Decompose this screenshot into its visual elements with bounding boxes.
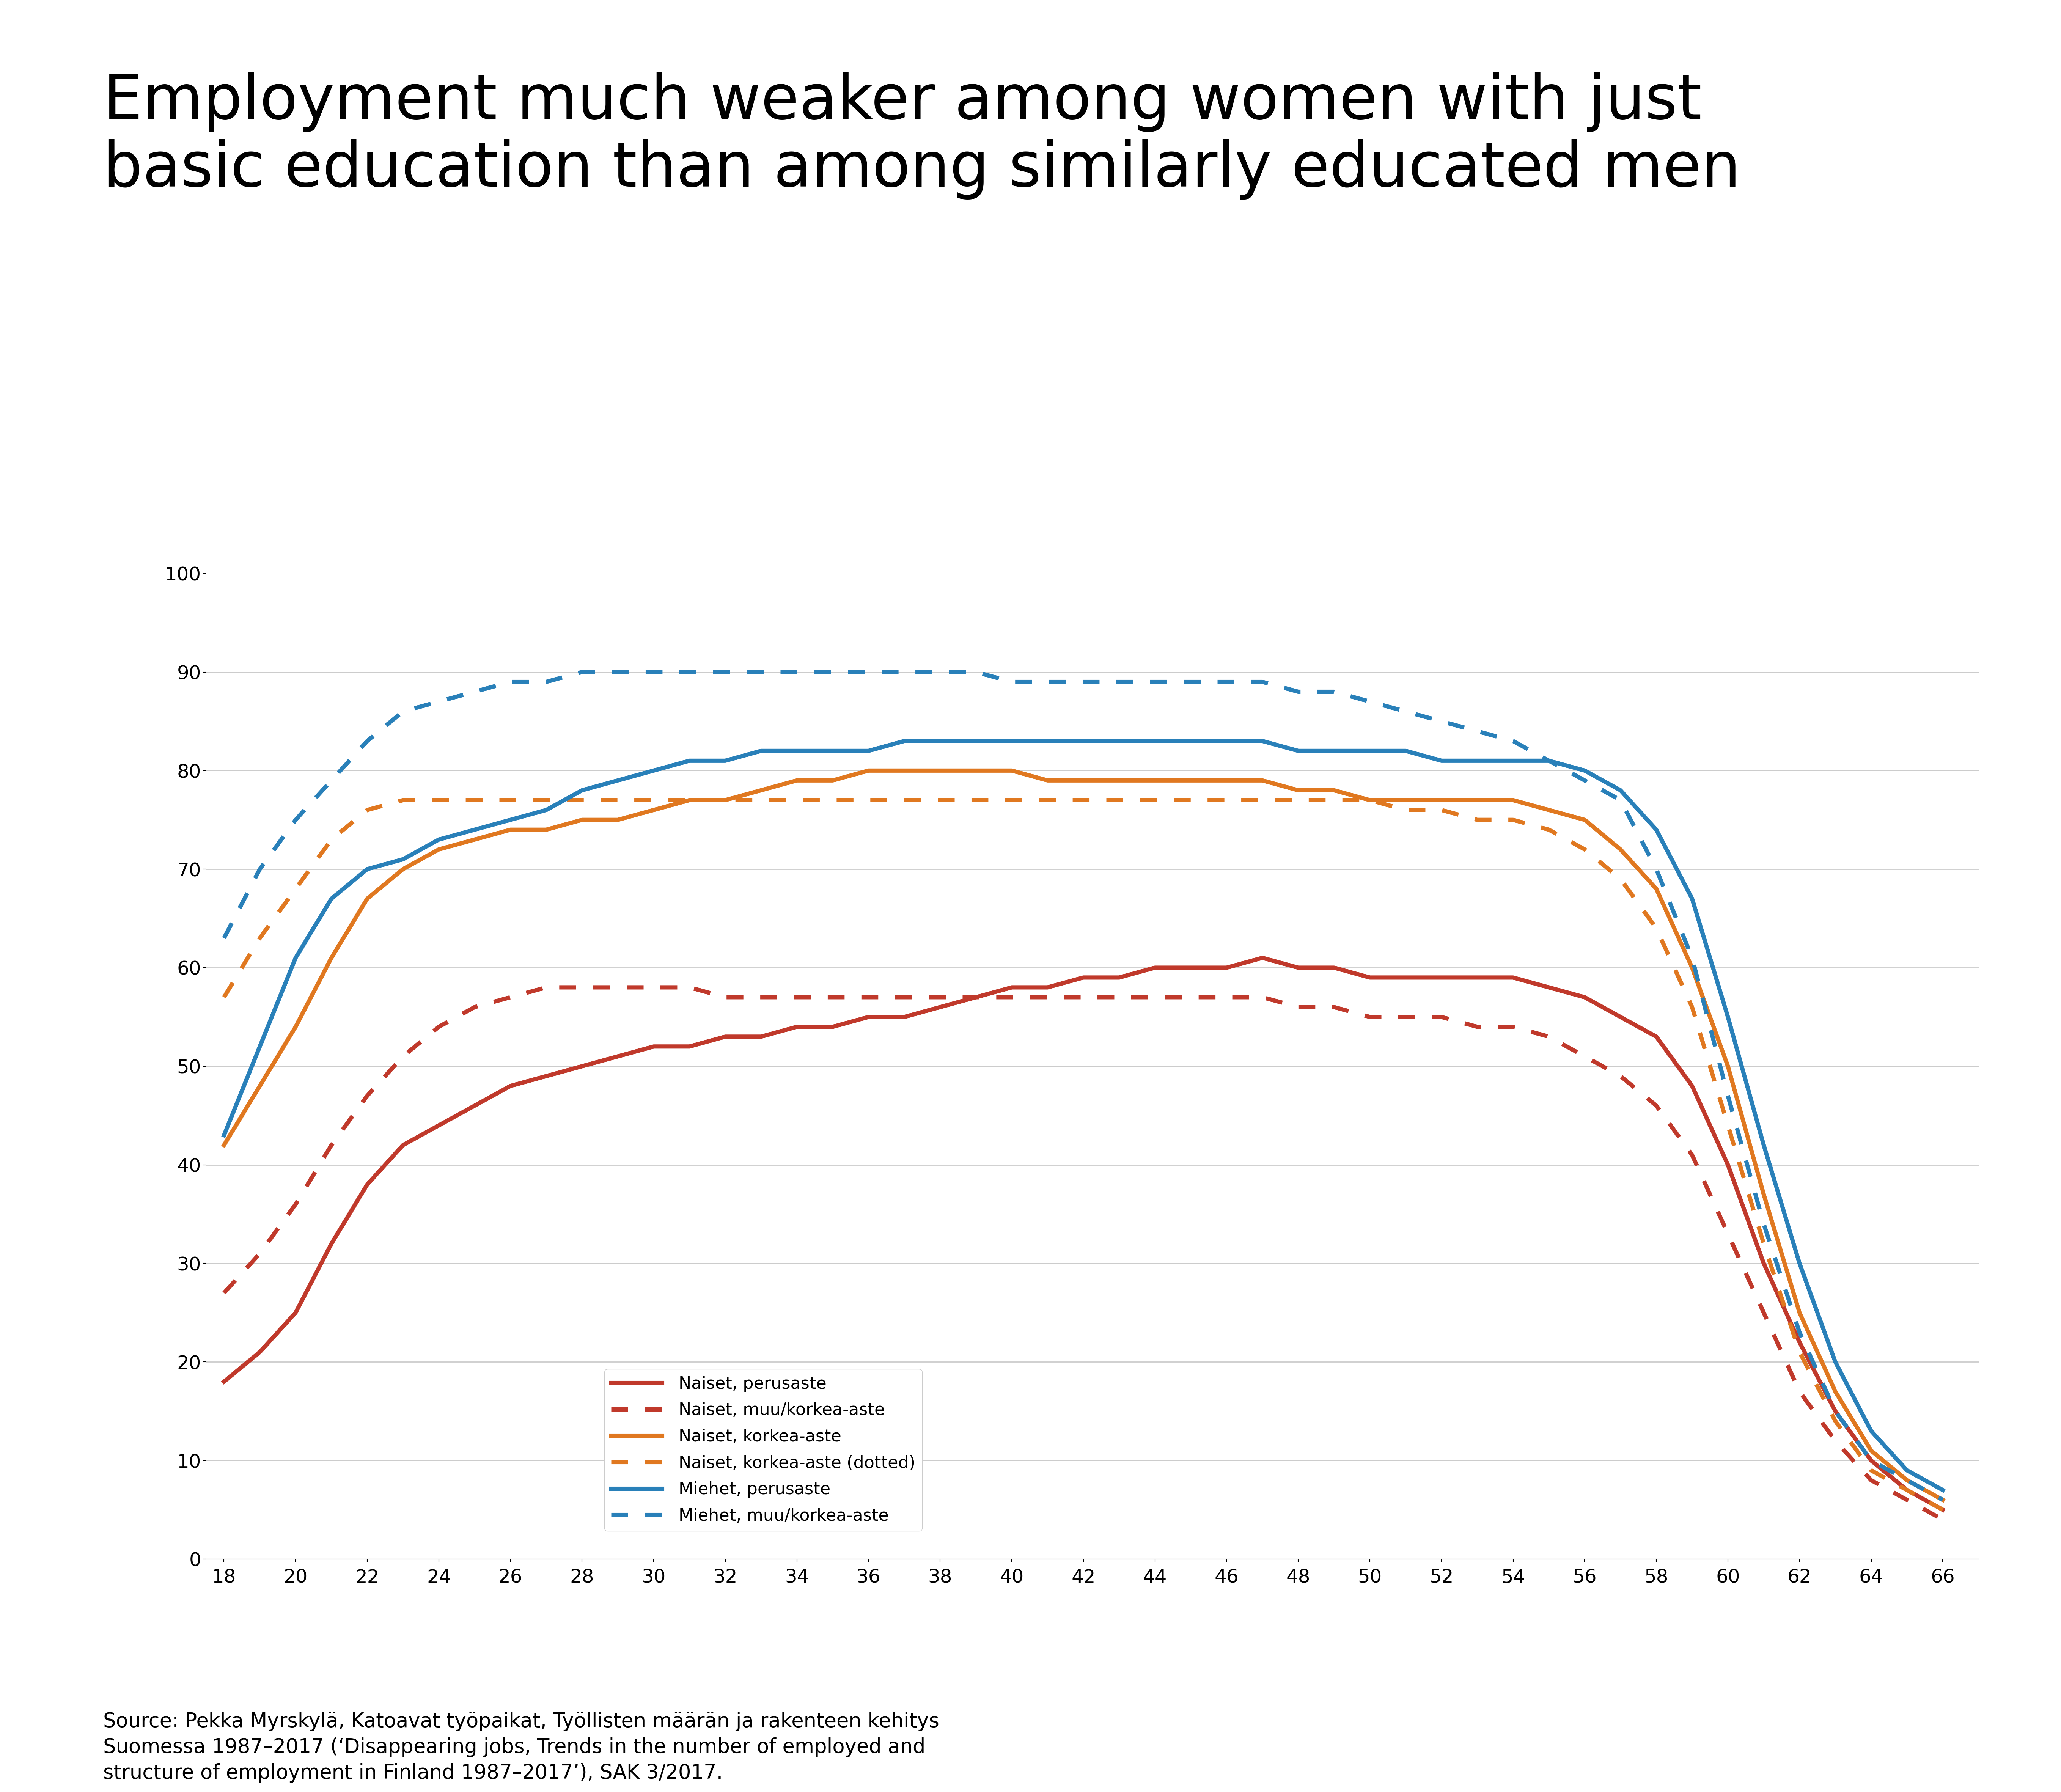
Legend: Naiset, perusaste, Naiset, muu/korkea-aste, Naiset, korkea-aste, Naiset, korkea-: Naiset, perusaste, Naiset, muu/korkea-as… — [604, 1369, 921, 1530]
Text: Employment much weaker among women with just
basic education than among similarl: Employment much weaker among women with … — [103, 72, 1739, 199]
Text: Source: Pekka Myrskylä, Katoavat työpaikat, Työllisten määrän ja rakenteen kehit: Source: Pekka Myrskylä, Katoavat työpaik… — [103, 1711, 940, 1783]
